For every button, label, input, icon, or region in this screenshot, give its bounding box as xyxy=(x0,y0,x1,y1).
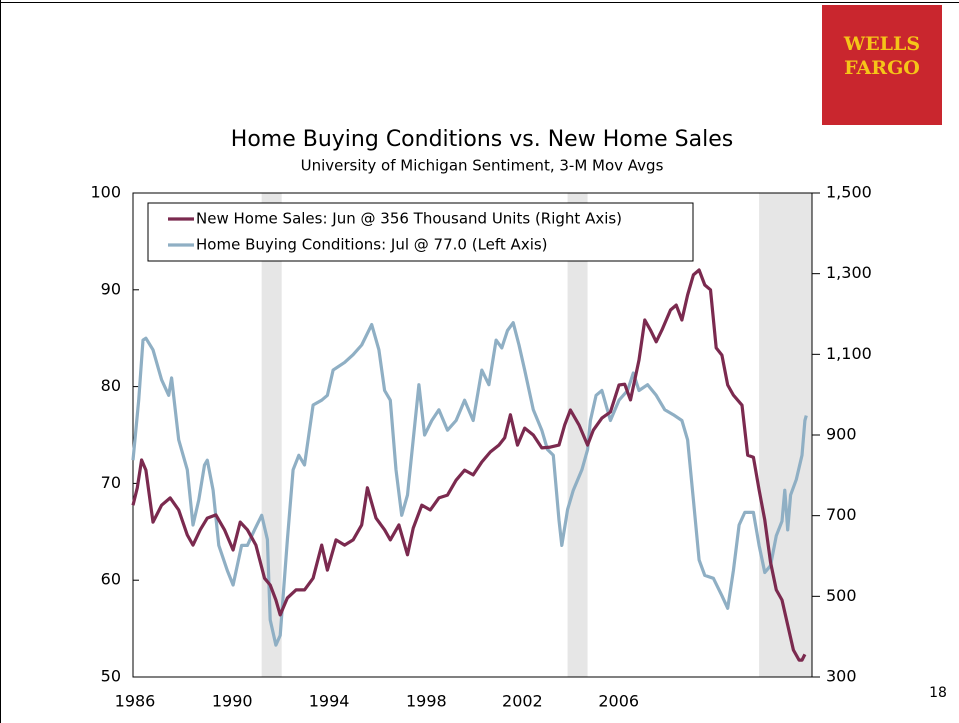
chart-subtitle: University of Michigan Sentiment, 3-M Mo… xyxy=(301,157,664,175)
y-tick-label: 80 xyxy=(101,376,121,395)
y-tick-label: 60 xyxy=(101,570,121,589)
y2-tick-label: 1,500 xyxy=(826,183,872,202)
plot-frame xyxy=(132,192,813,678)
y2-tick-label: 300 xyxy=(826,667,857,686)
y-tick-label: 100 xyxy=(90,183,121,202)
y2-tick-label: 1,300 xyxy=(826,263,872,282)
x-tick-label: 1998 xyxy=(406,692,447,711)
x-tick-label: 1994 xyxy=(309,692,350,711)
logo-line: WELLS FARGO xyxy=(843,33,920,79)
legend-box xyxy=(147,202,694,262)
series-line xyxy=(131,268,807,662)
x-tick-label: 2006 xyxy=(598,692,639,711)
legend-label: Home Buying Conditions: Jul @ 77.0 (Left… xyxy=(196,236,548,254)
y-tick-label: 70 xyxy=(101,473,121,492)
y-tick-label: 50 xyxy=(101,667,121,686)
recession-band xyxy=(567,193,588,677)
legend-label: New Home Sales: Jun @ 356 Thousand Units… xyxy=(196,210,622,228)
chart-title: Home Buying Conditions vs. New Home Sale… xyxy=(231,127,733,152)
y2-tick-label: 700 xyxy=(826,505,857,524)
y2-tick-label: 500 xyxy=(826,586,857,605)
series-line xyxy=(131,321,808,647)
page-number: 18 xyxy=(929,685,947,701)
x-tick-label: 2002 xyxy=(502,692,543,711)
logo-box xyxy=(822,5,942,125)
x-tick-label: 1986 xyxy=(115,692,156,711)
y2-tick-label: 1,100 xyxy=(826,344,872,363)
y-tick-label: 90 xyxy=(101,279,121,298)
x-tick-label: 1990 xyxy=(212,692,253,711)
y2-tick-label: 900 xyxy=(826,425,857,444)
